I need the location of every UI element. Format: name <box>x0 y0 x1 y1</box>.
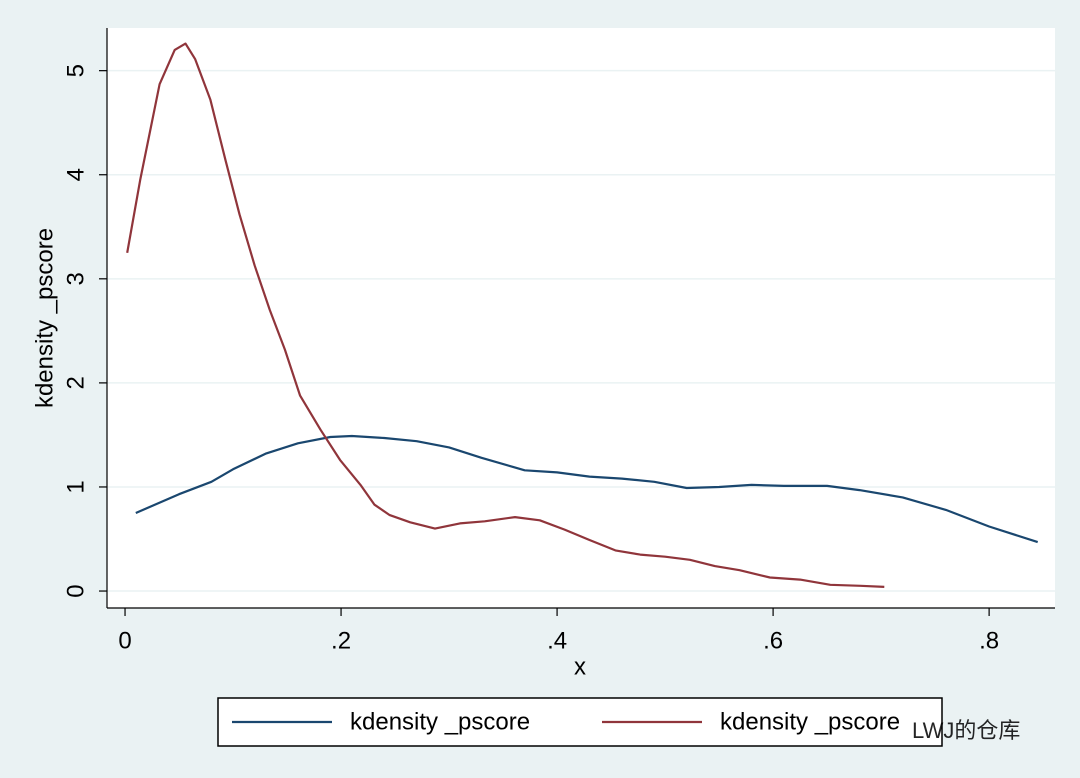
x-tick-label: 0 <box>118 627 131 654</box>
y-tick-label: 3 <box>62 272 89 285</box>
y-tick-label: 2 <box>62 376 89 389</box>
y-tick-label: 0 <box>62 584 89 597</box>
x-tick-label: .6 <box>763 627 783 654</box>
plot-area <box>107 28 1055 608</box>
x-axis-title: x <box>574 653 586 680</box>
legend <box>217 697 943 747</box>
line <box>135 434 1039 544</box>
y-axis-title: kdensity _pscore <box>31 228 58 408</box>
y-tick-label: 1 <box>62 480 89 493</box>
x-tick-label: .2 <box>331 627 351 654</box>
y-tick-label: 5 <box>62 64 89 77</box>
y-tick-label: 4 <box>62 168 89 181</box>
x-tick-label: .8 <box>979 627 999 654</box>
line <box>126 42 885 588</box>
watermark: LWJ的仓库 <box>912 718 1020 743</box>
legend-label: kdensity _pscore <box>350 708 530 735</box>
legend-label: kdensity _pscore <box>720 708 900 735</box>
x-tick-label: .4 <box>547 627 567 654</box>
